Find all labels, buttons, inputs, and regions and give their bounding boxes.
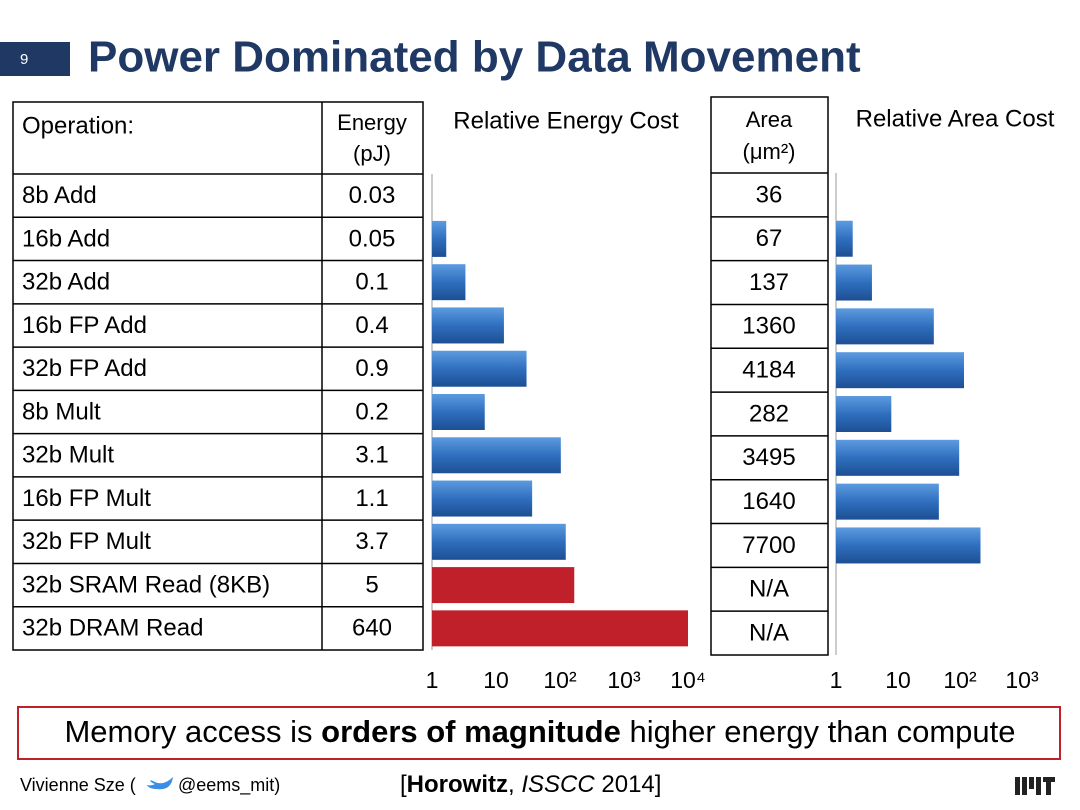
x-tick-label: 10² [543,667,577,693]
table-border [710,96,829,656]
energy: 3.1 [355,442,388,469]
header-energy-unit: (pJ) [353,141,391,166]
cite: , [508,771,521,798]
slide-number: 9 [20,51,28,68]
bar [432,567,575,604]
operation: 32b FP Add [22,355,147,382]
bar [432,437,561,474]
operation: 16b FP Add [22,312,147,339]
bar [836,527,981,564]
bar [432,350,527,387]
x-tick-label: 1 [426,667,439,693]
twitter-icon [147,777,173,790]
x-tick-label: 10 [885,667,911,693]
x-tick-label: 10² [943,667,977,693]
x-tick-label: 10³ [607,667,641,693]
bar [432,610,688,647]
takeaway: Memory access is orders of magnitude hig… [64,714,1015,749]
bar [836,483,939,520]
slide-number-box [0,42,70,76]
area: N/A [749,576,789,603]
area: 1360 [742,313,795,340]
energy: 640 [352,615,392,642]
energy: 1.1 [355,485,388,512]
operation: 32b Add [22,269,110,296]
takeaway-text: higher energy than compute [621,714,1016,749]
takeaway-bold: orders of magnitude [321,714,621,749]
area: N/A [749,619,789,646]
energy: 0.1 [355,269,388,296]
energy-table: Operation: Energy (pJ) 8b Add 0.03 16b Add… [12,101,424,651]
cite: [ [400,771,407,798]
table-border [12,101,424,651]
takeaway-box [17,706,1061,760]
mit-logo [1015,777,1055,795]
operation: 32b DRAM Read [22,615,203,642]
operation: 32b SRAM Read (8KB) [22,571,270,598]
chart-title: Relative Area Cost [856,105,1055,132]
citation: [Horowitz, ISSCC 2014] [400,771,661,798]
energy: 3.7 [355,528,388,555]
x-tick-label: 10⁴ [670,667,705,693]
area: 137 [749,269,789,296]
x-tick-label: 10³ [1005,667,1039,693]
bar [836,439,960,476]
bar [432,480,533,517]
bar [432,394,485,430]
operation: 32b FP Mult [22,528,151,555]
bar [432,220,447,257]
energy: 0.9 [355,355,388,382]
energy: 0.03 [349,182,396,209]
author: Vivienne Sze ( [20,775,136,795]
operation: 8b Add [22,182,97,209]
area: 67 [756,225,783,252]
area: 36 [756,181,783,208]
cite-venue: ISSCC [521,771,595,798]
bar [432,264,466,301]
operation: 16b FP Mult [22,485,151,512]
slide-title: Power Dominated by Data Movement [88,33,861,82]
bar [836,308,934,345]
energy: 0.05 [349,225,396,252]
header-area: Area [746,107,793,132]
chart-title: Relative Energy Cost [453,107,679,134]
area: 3495 [742,444,795,471]
header-operation: Operation: [22,112,134,139]
bar [836,220,853,257]
author-handle: @eems_mit) [178,775,280,796]
header-energy: Energy [337,110,407,135]
area: 1640 [742,488,795,515]
header-area-unit: (μm²) [743,139,796,164]
area-table: Area (μm²) 36 67 137 1360 4184 282 3495 1640 770… [710,96,829,656]
bar [836,352,964,389]
bar [836,396,892,432]
operation: 32b Mult [22,442,114,469]
cite: 2014] [595,771,662,798]
area: 7700 [742,532,795,559]
energy: 5 [365,571,378,598]
operation: 8b Mult [22,398,101,425]
operation: 16b Add [22,225,110,252]
energy: 0.2 [355,398,388,425]
cite-author: Horowitz [407,771,508,798]
bar [836,264,872,301]
bar [432,307,504,344]
x-tick-label: 1 [830,667,843,693]
bar [432,523,566,560]
area: 4184 [742,357,795,384]
x-tick-label: 10 [483,667,509,693]
takeaway-text: Memory access is [64,714,321,749]
area: 282 [749,400,789,427]
energy: 0.4 [355,312,388,339]
